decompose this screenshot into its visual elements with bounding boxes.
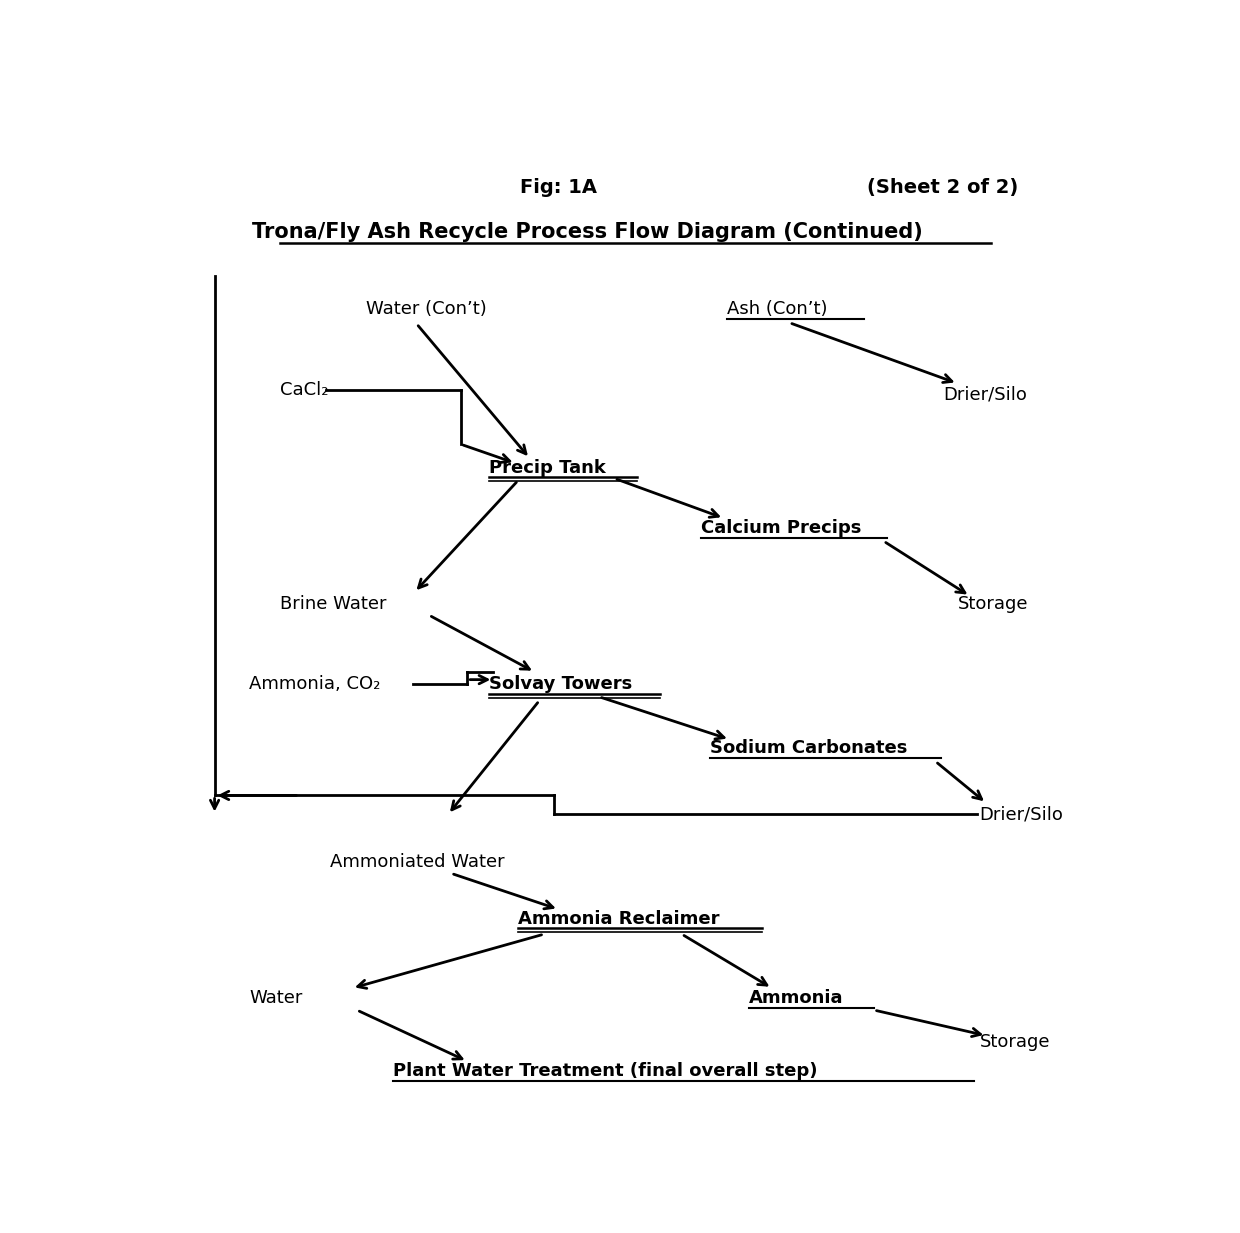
Text: Ash (Con’t): Ash (Con’t) bbox=[727, 301, 827, 318]
Text: (Sheet 2 of 2): (Sheet 2 of 2) bbox=[868, 179, 1018, 197]
Text: Ammonia: Ammonia bbox=[749, 989, 843, 1006]
Text: Ammonia Reclaimer: Ammonia Reclaimer bbox=[518, 910, 719, 928]
Text: Brine Water: Brine Water bbox=[280, 594, 387, 613]
Text: Sodium Carbonates: Sodium Carbonates bbox=[711, 739, 908, 757]
Text: Water: Water bbox=[249, 989, 303, 1006]
Text: Drier/Silo: Drier/Silo bbox=[942, 386, 1027, 403]
Text: CaCl₂: CaCl₂ bbox=[280, 381, 329, 399]
Text: Trona/Fly Ash Recycle Process Flow Diagram (Continued): Trona/Fly Ash Recycle Process Flow Diagr… bbox=[252, 222, 923, 242]
Text: Storage: Storage bbox=[957, 594, 1028, 613]
Text: Ammonia, CO₂: Ammonia, CO₂ bbox=[249, 676, 381, 693]
Text: Calcium Precips: Calcium Precips bbox=[701, 519, 862, 536]
Text: Plant Water Treatment (final overall step): Plant Water Treatment (final overall ste… bbox=[393, 1062, 818, 1080]
Text: Precip Tank: Precip Tank bbox=[490, 459, 606, 477]
Text: Drier/Silo: Drier/Silo bbox=[980, 805, 1064, 824]
Text: Ammoniated Water: Ammoniated Water bbox=[330, 853, 505, 870]
Text: Solvay Towers: Solvay Towers bbox=[490, 676, 632, 693]
Text: Fig: 1A: Fig: 1A bbox=[520, 179, 598, 197]
Text: Storage: Storage bbox=[980, 1033, 1050, 1052]
Text: Water (Con’t): Water (Con’t) bbox=[367, 301, 487, 318]
